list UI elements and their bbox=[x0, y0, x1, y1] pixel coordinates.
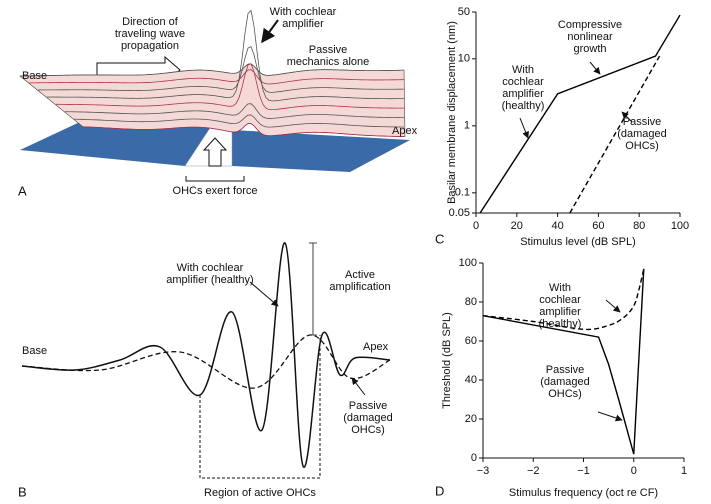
chart-pointers bbox=[519, 61, 633, 422]
annotation: (damaged bbox=[343, 412, 393, 424]
membrane-plate bbox=[20, 121, 210, 166]
series-label: Passive bbox=[546, 364, 585, 376]
series-label: (healthy) bbox=[502, 100, 545, 112]
pointer bbox=[621, 111, 633, 123]
wave-line bbox=[28, 69, 405, 85]
active-wave bbox=[21, 242, 391, 468]
annotation: propagation bbox=[121, 40, 179, 52]
pointer bbox=[589, 61, 601, 75]
y-axis-label: Threshold (dB SPL) bbox=[441, 312, 453, 409]
annotation: Passive bbox=[309, 44, 348, 56]
pointer bbox=[261, 19, 279, 44]
pointer bbox=[351, 377, 366, 396]
wave-line bbox=[46, 9, 405, 102]
label: Base bbox=[22, 345, 47, 357]
y-tick-label: 1 bbox=[464, 120, 470, 132]
annotation: mechanics alone bbox=[287, 56, 370, 68]
series-label: cochlear bbox=[502, 76, 544, 88]
label: Apex bbox=[392, 125, 418, 137]
force-arrow bbox=[202, 137, 228, 167]
series-label: With bbox=[549, 282, 571, 294]
y-tick-label: 80 bbox=[465, 296, 477, 308]
wave-line bbox=[82, 123, 405, 138]
series-label: OHCs) bbox=[548, 388, 582, 400]
x-tick-label: 0 bbox=[631, 465, 637, 477]
annotation: nonlinear bbox=[567, 31, 613, 43]
pointer bbox=[597, 411, 623, 422]
panel-a bbox=[19, 9, 410, 182]
region-bracket bbox=[199, 335, 321, 479]
series-label: (damaged bbox=[540, 376, 590, 388]
series-label: amplifier bbox=[539, 306, 581, 318]
panel-letter: A bbox=[18, 183, 27, 198]
x-tick-label: −2 bbox=[527, 465, 540, 477]
y-tick-label: 50 bbox=[458, 6, 470, 18]
panel-letter: C bbox=[435, 231, 444, 246]
y-tick-label: 0 bbox=[471, 452, 477, 464]
y-tick-label: 100 bbox=[459, 257, 477, 269]
annotation: With cochlear bbox=[177, 262, 244, 274]
x-tick-label: 80 bbox=[633, 220, 645, 232]
y-axis-label: Basilar membrane displacement (nm) bbox=[446, 21, 458, 204]
series-label: With bbox=[512, 64, 534, 76]
annotation: Active bbox=[345, 269, 375, 281]
annotation: Compressive bbox=[558, 19, 622, 31]
wave-line bbox=[55, 63, 405, 111]
membrane-plate bbox=[232, 130, 410, 172]
wave-line bbox=[19, 63, 405, 77]
annotation: amplifier bbox=[282, 18, 324, 30]
annotation: amplification bbox=[329, 281, 390, 293]
x-tick-label: 1 bbox=[681, 465, 687, 477]
annotation: amplifier (healthy) bbox=[166, 274, 253, 286]
series-line bbox=[482, 268, 645, 331]
series-label: (healthy) bbox=[539, 318, 582, 330]
x-tick-label: −3 bbox=[477, 465, 490, 477]
pointer bbox=[519, 117, 529, 139]
series-label: cochlear bbox=[539, 294, 581, 306]
x-tick-label: −1 bbox=[577, 465, 590, 477]
x-axis-label: Stimulus frequency (oct re CF) bbox=[509, 487, 658, 499]
series-label: OHCs) bbox=[625, 140, 659, 152]
series-label: amplifier bbox=[502, 88, 544, 100]
series-line bbox=[482, 268, 645, 455]
x-tick-label: 100 bbox=[671, 220, 689, 232]
series-label: (damaged bbox=[617, 128, 667, 140]
annotation: Direction of bbox=[122, 16, 179, 28]
y-tick-label: 60 bbox=[465, 335, 477, 347]
series-line bbox=[479, 14, 681, 214]
x-tick-label: 40 bbox=[551, 220, 563, 232]
annotation: Region of active OHCs bbox=[204, 487, 316, 499]
amplification-bracket bbox=[309, 242, 317, 336]
pointer bbox=[249, 281, 279, 307]
annotation: traveling wave bbox=[115, 28, 185, 40]
force-bracket bbox=[185, 176, 245, 182]
pointer bbox=[605, 299, 621, 313]
annotation: growth bbox=[573, 43, 606, 55]
series-label: Passive bbox=[623, 116, 662, 128]
series-line bbox=[569, 55, 661, 214]
x-tick-label: 20 bbox=[511, 220, 523, 232]
annotation: OHCs) bbox=[351, 424, 385, 436]
y-tick-label: 0.1 bbox=[455, 187, 470, 199]
y-tick-label: 0.05 bbox=[449, 207, 470, 219]
x-tick-label: 60 bbox=[592, 220, 604, 232]
y-tick-label: 20 bbox=[465, 413, 477, 425]
y-tick-label: 10 bbox=[458, 53, 470, 65]
label: Base bbox=[22, 70, 47, 82]
panel-letter: B bbox=[18, 484, 27, 499]
x-tick-label: 0 bbox=[473, 220, 479, 232]
wave-line bbox=[73, 114, 405, 128]
panel-b bbox=[21, 242, 391, 479]
label: Apex bbox=[363, 341, 389, 353]
panel-letter: D bbox=[435, 483, 444, 498]
annotation: OHCs exert force bbox=[173, 185, 258, 197]
annotation: With cochlear bbox=[270, 6, 337, 18]
x-axis-label: Stimulus level (dB SPL) bbox=[520, 236, 636, 248]
annotation: Passive bbox=[349, 400, 388, 412]
wave-line bbox=[64, 103, 405, 119]
y-tick-label: 40 bbox=[465, 374, 477, 386]
wave-line bbox=[37, 46, 405, 93]
